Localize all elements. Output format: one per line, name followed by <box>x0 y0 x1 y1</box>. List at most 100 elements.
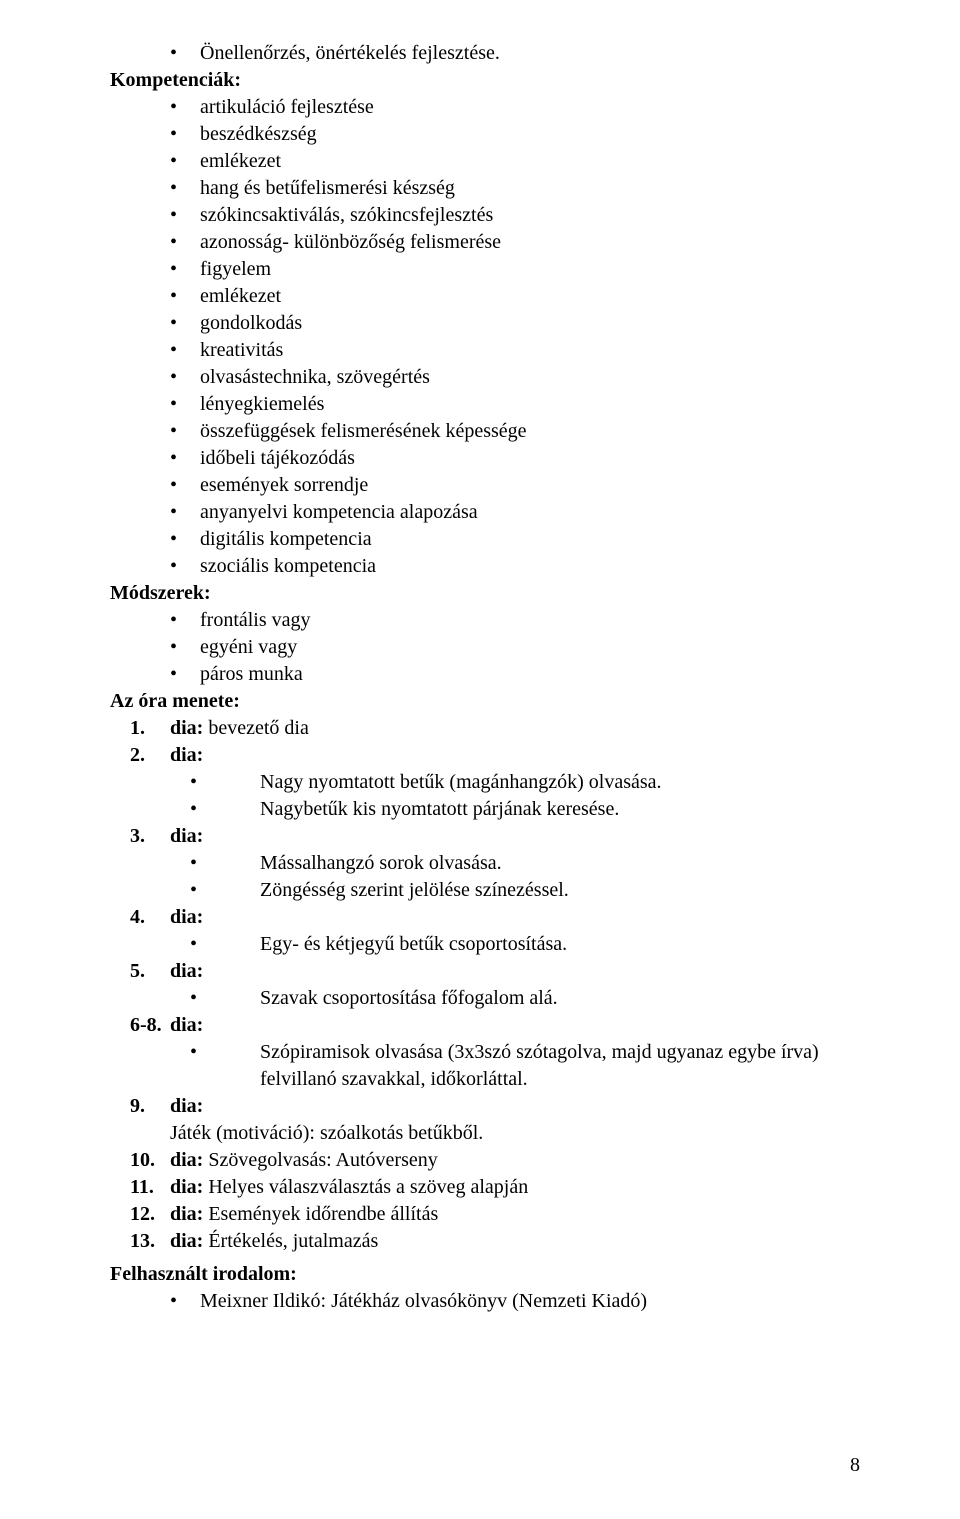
list-item: Meixner Ildikó: Játékház olvasókönyv (Ne… <box>110 1288 870 1315</box>
list-item: összefüggések felismerésének képessége <box>110 418 870 445</box>
item-dia-label: dia: <box>170 1095 203 1117</box>
numbered-item: 6-8.dia:Szópiramisok olvasása (3x3szó sz… <box>110 1012 870 1093</box>
sub-bullet-item: Szópiramisok olvasása (3x3szó szótagolva… <box>110 1039 870 1093</box>
sub-bullet-list: Nagy nyomtatott betűk (magánhangzók) olv… <box>110 769 870 823</box>
sub-bullet-list: Szópiramisok olvasása (3x3szó szótagolva… <box>110 1039 870 1093</box>
numbered-item: 4. dia: Egy- és kétjegyű betűk csoportosít… <box>110 904 870 958</box>
list-item-text: páros munka <box>200 663 303 685</box>
item-number: 12. <box>130 1201 155 1228</box>
page-number: 8 <box>850 1452 860 1479</box>
list-item: hang és betűfelismerési készség <box>110 175 870 202</box>
list-item-text: frontális vagy <box>200 609 311 631</box>
item-plain-text: Játék (motiváció): szóalkotás betűkből. <box>170 1120 870 1147</box>
list-item-text: lényegkiemelés <box>200 393 324 415</box>
sub-bullet-list: Egy- és kétjegyű betűk csoportosítása. <box>110 931 870 958</box>
item-dia-label: dia: <box>170 1230 203 1252</box>
list-item-text: összefüggések felismerésének képessége <box>200 420 527 442</box>
list-item: digitális kompetencia <box>110 526 870 553</box>
list-item-text: emlékezet <box>200 150 281 172</box>
numbered-item: 11. dia: Helyes válaszválasztás a szöveg … <box>110 1174 870 1201</box>
item-dia-label: dia: <box>170 1149 203 1171</box>
sub-bullet-item: Zöngésség szerint jelölése színezéssel. <box>110 877 870 904</box>
item-number: 5. <box>130 958 145 985</box>
list-item-text: egyéni vagy <box>200 636 297 658</box>
list-menete: 1.dia: bevezető dia2.dia:Nagy nyomtatott… <box>110 715 870 1255</box>
sub-bullet-list: Szavak csoportosítása főfogalom alá. <box>110 985 870 1012</box>
sub-bullet-item: Szavak csoportosítása főfogalom alá. <box>110 985 870 1012</box>
document-page: Önellenőrzés, önértékelés fejlesztése. K… <box>0 0 960 1519</box>
numbered-item: 10. dia: Szövegolvasás: Autóverseny <box>110 1147 870 1174</box>
list-item-text: időbeli tájékozódás <box>200 447 355 469</box>
list-item: gondolkodás <box>110 310 870 337</box>
list-item: beszédkészség <box>110 121 870 148</box>
list-irodalom: Meixner Ildikó: Játékház olvasókönyv (Ne… <box>110 1288 870 1315</box>
list-item-text: kreativitás <box>200 339 283 361</box>
item-title-line: dia: Szövegolvasás: Autóverseny <box>170 1147 870 1174</box>
list-item-text: figyelem <box>200 258 271 280</box>
list-item-text: olvasástechnika, szövegértés <box>200 366 430 388</box>
list-item: szociális kompetencia <box>110 553 870 580</box>
list-item: azonosság- különbözőség felismerése <box>110 229 870 256</box>
list-item-text: digitális kompetencia <box>200 528 372 550</box>
item-dia-label: dia: <box>170 1014 203 1036</box>
numbered-item: 1.dia: bevezető dia <box>110 715 870 742</box>
list-item: figyelem <box>110 256 870 283</box>
list-item: olvasástechnika, szövegértés <box>110 364 870 391</box>
sub-bullet-item: Nagybetűk kis nyomtatott párjának keresé… <box>110 796 870 823</box>
list-item: páros munka <box>110 661 870 688</box>
numbered-item: 3.dia:Mássalhangzó sorok olvasása.Zöngés… <box>110 823 870 904</box>
sub-bullet-text: Nagybetűk kis nyomtatott párjának keresé… <box>260 798 619 820</box>
item-dia-label: dia: <box>170 1203 203 1225</box>
heading-modszerek: Módszerek: <box>110 580 870 607</box>
numbered-item: 5. dia: Szavak csoportosítása főfogalom al… <box>110 958 870 1012</box>
numbered-item: 2.dia:Nagy nyomtatott betűk (magánhangzó… <box>110 742 870 823</box>
item-after-text: Események időrendbe állítás <box>203 1203 438 1225</box>
list-item: artikuláció fejlesztése <box>110 94 870 121</box>
item-after-text: bevezető dia <box>203 717 309 739</box>
item-after-text: Értékelés, jutalmazás <box>203 1230 378 1252</box>
heading-kompetenciak: Kompetenciák: <box>110 67 870 94</box>
list-item: egyéni vagy <box>110 634 870 661</box>
sub-bullet-item: Egy- és kétjegyű betűk csoportosítása. <box>110 931 870 958</box>
item-dia-label: dia: <box>170 825 203 847</box>
list-item-text: gondolkodás <box>200 312 302 334</box>
item-title-line: dia: Események időrendbe állítás <box>170 1201 870 1228</box>
item-number: 13. <box>130 1228 155 1255</box>
sub-bullet-list: Mássalhangzó sorok olvasása. Zöngésség sz… <box>110 850 870 904</box>
item-title-line: dia: Helyes válaszválasztás a szöveg ala… <box>170 1174 870 1201</box>
item-number: 4. <box>130 904 145 931</box>
top-bullet-item: Önellenőrzés, önértékelés fejlesztése. <box>110 40 870 67</box>
item-dia-label: dia: <box>170 906 203 928</box>
sub-bullet-text: Szópiramisok olvasása (3x3szó szótagolva… <box>260 1041 819 1090</box>
top-bullet-text: Önellenőrzés, önértékelés fejlesztése. <box>200 42 500 64</box>
list-item-text: szókincsaktiválás, szókincsfejlesztés <box>200 204 493 226</box>
sub-bullet-text: Egy- és kétjegyű betűk csoportosítása. <box>260 933 567 955</box>
list-item: kreativitás <box>110 337 870 364</box>
item-number: 11. <box>130 1174 154 1201</box>
list-item-text: szociális kompetencia <box>200 555 376 577</box>
sub-bullet-text: Mássalhangzó sorok olvasása. <box>260 852 502 874</box>
list-item: frontális vagy <box>110 607 870 634</box>
list-item-text: artikuláció fejlesztése <box>200 96 374 118</box>
item-number: 10. <box>130 1147 155 1174</box>
sub-bullet-text: Szavak csoportosítása főfogalom alá. <box>260 987 558 1009</box>
numbered-item: 12. dia: Események időrendbe állítás <box>110 1201 870 1228</box>
list-item-text: Meixner Ildikó: Játékház olvasókönyv (Ne… <box>200 1290 647 1312</box>
item-dia-label: dia: <box>170 744 203 766</box>
sub-bullet-item: Mássalhangzó sorok olvasása. <box>110 850 870 877</box>
list-kompetenciak: artikuláció fejlesztése beszédkészség emlé… <box>110 94 870 580</box>
item-title-line: dia: <box>170 958 870 985</box>
item-title-line: dia: <box>170 1012 870 1039</box>
item-dia-label: dia: <box>170 960 203 982</box>
item-after-text: Helyes válaszválasztás a szöveg alapján <box>203 1176 528 1198</box>
top-bullet-list: Önellenőrzés, önértékelés fejlesztése. <box>110 40 870 67</box>
sub-bullet-item: Nagy nyomtatott betűk (magánhangzók) olv… <box>110 769 870 796</box>
list-item-text: beszédkészség <box>200 123 317 145</box>
list-item-text: emlékezet <box>200 285 281 307</box>
list-item: lényegkiemelés <box>110 391 870 418</box>
item-dia-label: dia: <box>170 1176 203 1198</box>
item-number: 9. <box>130 1093 145 1120</box>
item-title-line: dia: <box>170 1093 870 1120</box>
item-title-line: dia: <box>170 904 870 931</box>
numbered-item: 13. dia: Értékelés, jutalmazás <box>110 1228 870 1255</box>
